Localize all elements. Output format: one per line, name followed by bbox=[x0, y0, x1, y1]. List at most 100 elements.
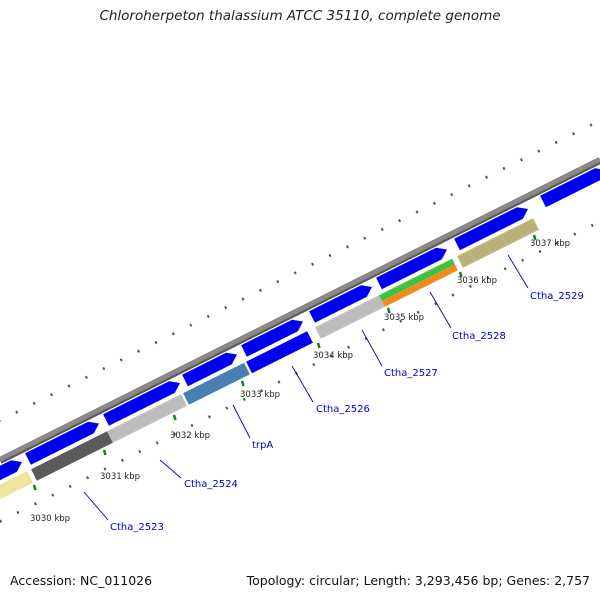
inner-tick bbox=[173, 432, 177, 436]
inner-tick bbox=[347, 345, 351, 349]
gene-label-leader bbox=[232, 404, 251, 439]
forward-gene-arrow[interactable] bbox=[0, 460, 22, 486]
inner-tick bbox=[260, 389, 264, 393]
genome-backbone-highlight bbox=[0, 157, 600, 462]
outer-tick bbox=[467, 184, 471, 188]
outer-tick bbox=[311, 262, 315, 266]
outer-tick bbox=[485, 175, 489, 179]
kbp-tick bbox=[32, 484, 37, 491]
kbp-tick bbox=[458, 271, 463, 278]
inner-tick bbox=[0, 519, 3, 523]
outer-tick bbox=[398, 219, 402, 223]
gene-label[interactable]: Ctha_2523 bbox=[110, 522, 164, 533]
inner-tick bbox=[590, 223, 594, 228]
inner-tick bbox=[555, 241, 559, 245]
forward-gene-arrow[interactable] bbox=[25, 421, 100, 465]
kbp-label: 3035 kbp bbox=[384, 313, 424, 323]
outer-tick bbox=[206, 314, 210, 319]
outer-tick bbox=[537, 149, 541, 153]
genome-map[interactable]: 3030 kbp 3031 kbp 3032 kbp 3033 kbp 3034 kbp… bbox=[0, 0, 600, 560]
outer-tick bbox=[119, 358, 123, 362]
outer-tick bbox=[154, 340, 158, 345]
gene-label[interactable]: Ctha_2528 bbox=[452, 331, 506, 342]
reverse-gene-block[interactable] bbox=[0, 471, 33, 503]
outer-tick bbox=[32, 401, 36, 406]
inner-tick bbox=[468, 284, 472, 288]
inner-tick bbox=[399, 319, 403, 323]
outer-tick bbox=[363, 236, 367, 240]
inner-tick bbox=[364, 336, 368, 341]
accession-text: Accession: NC_011026 bbox=[10, 573, 153, 588]
outer-tick bbox=[84, 375, 88, 379]
forward-gene-arrow[interactable] bbox=[182, 352, 237, 387]
outer-tick bbox=[380, 227, 384, 232]
inner-tick bbox=[416, 310, 420, 315]
reverse-gene-block[interactable] bbox=[31, 431, 113, 481]
outer-tick bbox=[67, 384, 71, 388]
outer-tick bbox=[450, 192, 454, 197]
reverse-gene-block[interactable] bbox=[315, 295, 385, 339]
inner-tick bbox=[138, 449, 142, 454]
reverse-gene-block[interactable] bbox=[379, 258, 455, 301]
outer-tick bbox=[502, 166, 506, 171]
gene-label-leader bbox=[507, 254, 529, 289]
outer-tick bbox=[50, 393, 54, 397]
inner-tick bbox=[242, 397, 246, 402]
reverse-gene-block[interactable] bbox=[183, 362, 250, 405]
inner-tick bbox=[521, 258, 525, 262]
gene-label[interactable]: Ctha_2529 bbox=[530, 291, 584, 302]
inner-tick bbox=[486, 275, 490, 280]
gene-label-leader bbox=[159, 459, 182, 479]
inner-tick bbox=[51, 493, 55, 497]
forward-gene-arrow[interactable] bbox=[103, 381, 180, 426]
inner-tick bbox=[434, 302, 438, 306]
gene-label[interactable]: trpA bbox=[252, 440, 273, 451]
forward-gene-arrow[interactable] bbox=[309, 285, 372, 323]
gene-label[interactable]: Ctha_2524 bbox=[184, 479, 238, 490]
outer-tick bbox=[276, 279, 280, 284]
kbp-label: 3032 kbp bbox=[170, 431, 210, 441]
gene-label-leader bbox=[83, 491, 109, 521]
reverse-gene-block[interactable] bbox=[457, 218, 539, 268]
gene-label-leader bbox=[429, 291, 452, 329]
inner-tick bbox=[329, 354, 333, 358]
inner-tick bbox=[312, 362, 316, 367]
inner-tick bbox=[207, 415, 211, 419]
inner-tick bbox=[190, 423, 194, 428]
outer-tick bbox=[224, 306, 228, 310]
kbp-tick bbox=[532, 234, 537, 241]
inner-tick bbox=[16, 510, 20, 515]
outer-tick bbox=[102, 366, 106, 371]
outer-tick bbox=[554, 140, 558, 145]
gene-label[interactable]: Ctha_2527 bbox=[384, 368, 438, 379]
kbp-tick bbox=[102, 449, 107, 456]
forward-gene-arrow[interactable] bbox=[540, 168, 600, 208]
kbp-label: 3037 kbp bbox=[530, 239, 570, 249]
outer-tick bbox=[15, 410, 19, 414]
outer-tick bbox=[345, 245, 349, 249]
inner-tick bbox=[86, 476, 90, 480]
forward-gene-arrow[interactable] bbox=[376, 247, 447, 290]
kbp-label: 3031 kbp bbox=[100, 472, 140, 482]
outer-tick bbox=[572, 132, 576, 136]
reverse-gene-block[interactable] bbox=[107, 394, 187, 443]
outer-tick bbox=[189, 323, 193, 327]
reverse-gene-block[interactable] bbox=[246, 331, 313, 374]
outer-tick bbox=[137, 349, 141, 353]
gene-label-leader bbox=[291, 365, 314, 403]
outer-tick bbox=[171, 332, 175, 336]
forward-gene-arrow[interactable] bbox=[454, 207, 528, 251]
inner-tick bbox=[103, 467, 107, 471]
kbp-label: 3036 kbp bbox=[457, 276, 497, 286]
outer-tick bbox=[293, 271, 297, 275]
outer-tick bbox=[519, 158, 523, 162]
forward-gene-arrow[interactable] bbox=[241, 319, 303, 357]
kbp-label: 3033 kbp bbox=[240, 390, 280, 400]
gene-label[interactable]: Ctha_2526 bbox=[316, 404, 370, 415]
gene-label-leader bbox=[361, 329, 383, 367]
inner-tick bbox=[33, 502, 37, 506]
inner-tick bbox=[573, 232, 577, 236]
map-title: Chloroherpeton thalassium ATCC 35110, co… bbox=[99, 8, 501, 24]
reverse-gene-block[interactable] bbox=[382, 264, 458, 307]
outer-tick bbox=[328, 253, 332, 258]
